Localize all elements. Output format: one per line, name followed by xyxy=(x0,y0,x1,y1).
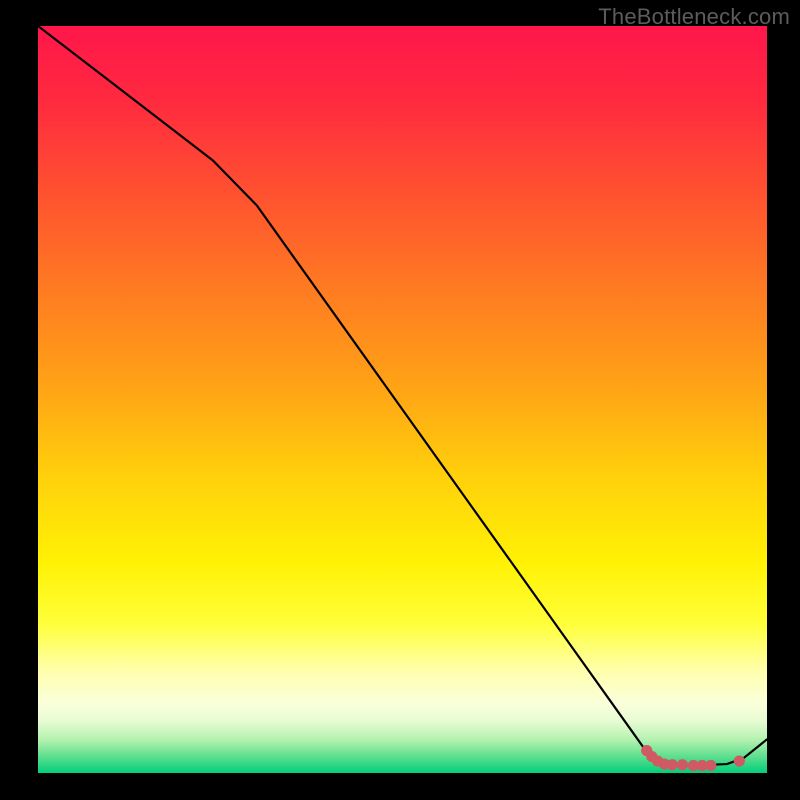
scatter-point xyxy=(734,755,745,766)
gradient-background xyxy=(38,26,767,773)
watermark-text: TheBottleneck.com xyxy=(598,4,790,30)
scatter-point xyxy=(705,760,716,771)
scatter-point xyxy=(677,759,688,770)
scatter-point xyxy=(667,759,678,770)
plot-svg xyxy=(38,26,767,773)
plot-area xyxy=(38,26,767,773)
chart-container: TheBottleneck.com xyxy=(0,0,800,800)
